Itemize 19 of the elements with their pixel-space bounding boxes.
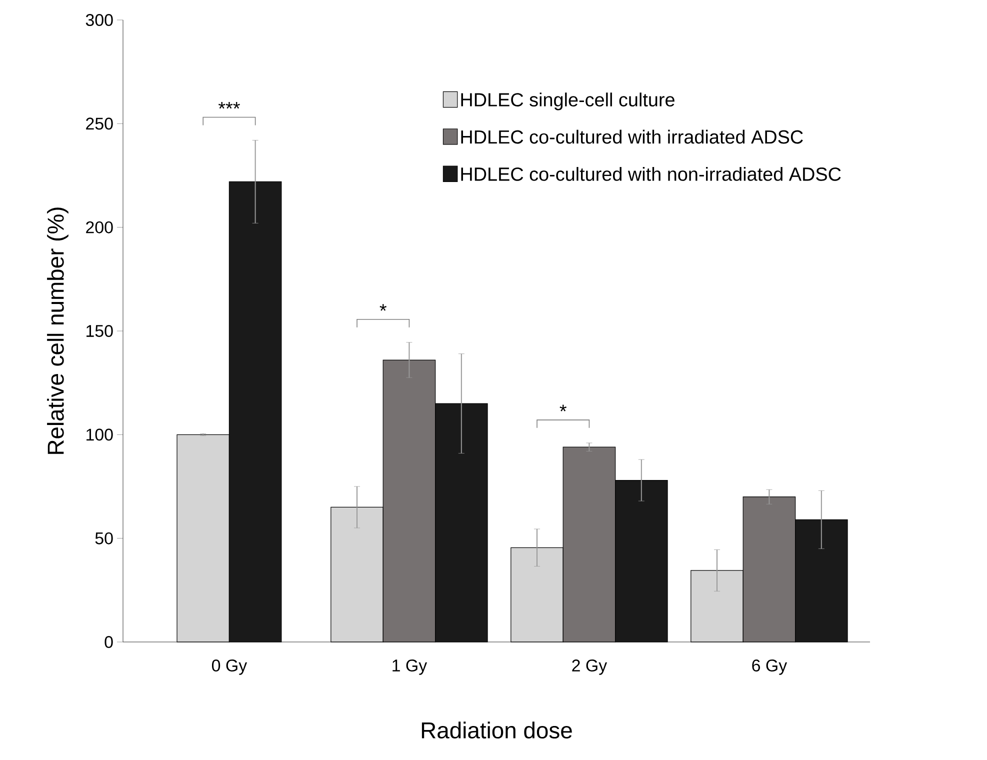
legend-label: HDLEC co-cultured with non-irradiated ADSC [461, 166, 841, 181]
y-tick-label: 250 [86, 118, 113, 130]
y-axis-title: Relative cell number (%) [47, 208, 68, 454]
annotation: * [380, 304, 386, 311]
x-tick-label: 2 Gy [572, 660, 608, 675]
x-axis-title: Radiation dose [422, 722, 572, 739]
x-tick-label: 0 Gy [212, 660, 248, 675]
y-tick-label: 50 [95, 532, 113, 544]
x-tick-label: 1 Gy [392, 660, 428, 675]
x-tick-label: 6 Gy [752, 660, 788, 675]
annotation: *** [218, 102, 240, 109]
y-tick-label: 300 [86, 14, 113, 26]
annotation: * [560, 404, 566, 412]
legend-label: HDLEC single-cell culture [461, 92, 674, 110]
legend-label: HDLEC co-cultured with irradiated ADSC [461, 130, 803, 144]
y-tick-label: 100 [86, 428, 113, 441]
y-tick-label: 150 [86, 324, 113, 337]
y-tick-label: 200 [86, 221, 113, 234]
y-tick-label: 0 [104, 636, 113, 648]
